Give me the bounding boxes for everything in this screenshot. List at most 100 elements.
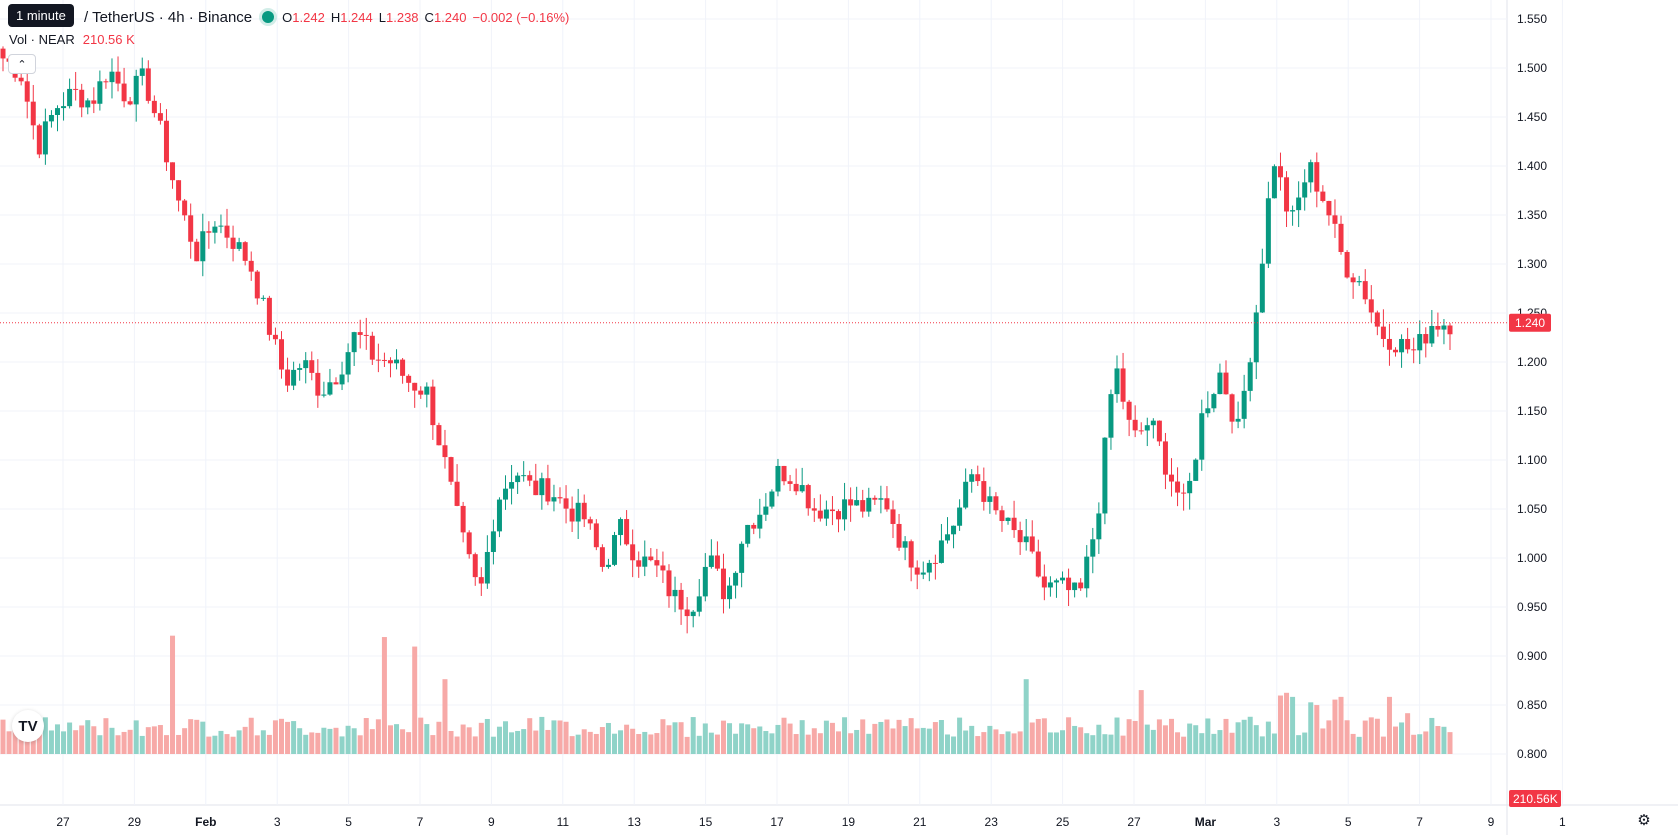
volume-bar [605,722,611,754]
volume-bar [1078,727,1084,754]
candle-body [333,382,339,385]
volume-bar [1338,696,1344,754]
candle-body [908,541,914,568]
candle-body [1011,517,1017,531]
candle-body [563,498,569,509]
candle-body [1029,536,1035,552]
volume-bar [1277,695,1283,754]
candle-body [200,231,206,262]
volume-bar [848,733,854,754]
gear-icon[interactable]: ⚙ [1637,812,1651,829]
interval-tooltip: 1 minute [8,4,74,27]
volume-bar [963,730,969,754]
volume-bar [1296,735,1302,754]
candle-body [999,510,1005,522]
candle-body [303,360,309,369]
volume-bar [1320,728,1326,754]
candle-body [1126,401,1132,420]
volume-bar [327,728,333,754]
volume-bar [1374,718,1380,754]
volume-bar [176,734,182,754]
open-label: O [282,9,293,25]
candle-body [24,81,30,102]
volume-bar [866,733,872,754]
volume-bar [557,720,563,754]
market-status-icon[interactable] [262,11,275,23]
candle-body [1035,551,1041,577]
volume-bar [285,721,291,754]
volume-bar [1005,731,1011,754]
volume-bar [333,727,339,754]
candle-body [1423,334,1429,344]
volume-bar [454,736,460,754]
candle-body [387,360,393,364]
candle-body [708,555,714,567]
volume-bar [1417,734,1423,754]
volume-bar [727,723,733,754]
volume-bar [636,734,642,754]
volume-bar [575,734,581,754]
volume-legend[interactable]: Vol · NEAR 210.56 K [9,32,135,47]
volume-bar [1187,723,1193,754]
volume-bar [836,731,842,754]
candle-body [67,88,73,107]
candle-body [157,113,163,121]
volume-bar [442,679,448,754]
time-tick-label: 1 [1559,815,1566,829]
candle-body [484,551,490,584]
price-tick-label: 1.400 [1517,159,1547,173]
volume-bar [1156,719,1162,754]
volume-bar [297,728,303,754]
price-tick-label: 1.000 [1517,551,1547,565]
volume-bar [30,728,36,754]
collapse-legend-button[interactable]: ⌃ [8,54,36,74]
candle-body [944,534,950,541]
volume-bar [1217,730,1223,754]
tradingview-logo-icon[interactable]: TV [12,710,44,742]
volume-bar [902,726,908,754]
candle-body [279,339,285,370]
time-tick-label: 27 [56,815,70,829]
candle-body [1411,349,1417,351]
volume-bar [260,730,266,754]
volume-bar [321,727,327,754]
candle-body [309,360,315,373]
candle-body [926,562,932,573]
candle-body [975,474,981,482]
candle-body [1108,394,1114,438]
symbol-title[interactable]: / TetherUS · 4h · Binance [84,8,253,26]
volume-bar [539,716,545,754]
candle-body [581,502,587,520]
volume-bar [878,721,884,754]
volume-bar [1060,730,1066,754]
volume-bar [944,734,950,754]
candle-body [436,425,442,446]
candle-body [1296,197,1302,211]
time-tick-label: 29 [128,815,142,829]
candle-body [848,499,854,506]
volume-bar [860,719,866,754]
volume-bar [999,734,1005,754]
candle-body [1277,166,1283,178]
candle-body [448,457,454,482]
candle-body [745,524,751,544]
candle-body [805,485,811,509]
candle-body [551,497,557,502]
volume-bar [1175,732,1181,754]
candle-body [836,511,842,520]
time-tick-label: 3 [274,815,281,829]
volume-bar [1150,729,1156,754]
candle-body [291,369,297,386]
candle-body [109,71,115,83]
volume-bar [624,724,630,754]
price-tick-label: 1.500 [1517,61,1547,75]
candle-body [460,505,466,533]
volume-bar [496,726,502,754]
volume-bar [1138,690,1144,754]
volume-bar [642,731,648,754]
volume-bar [1265,721,1271,754]
volume-bar [163,735,169,754]
candle-body [170,162,176,181]
volume-bar [763,731,769,754]
